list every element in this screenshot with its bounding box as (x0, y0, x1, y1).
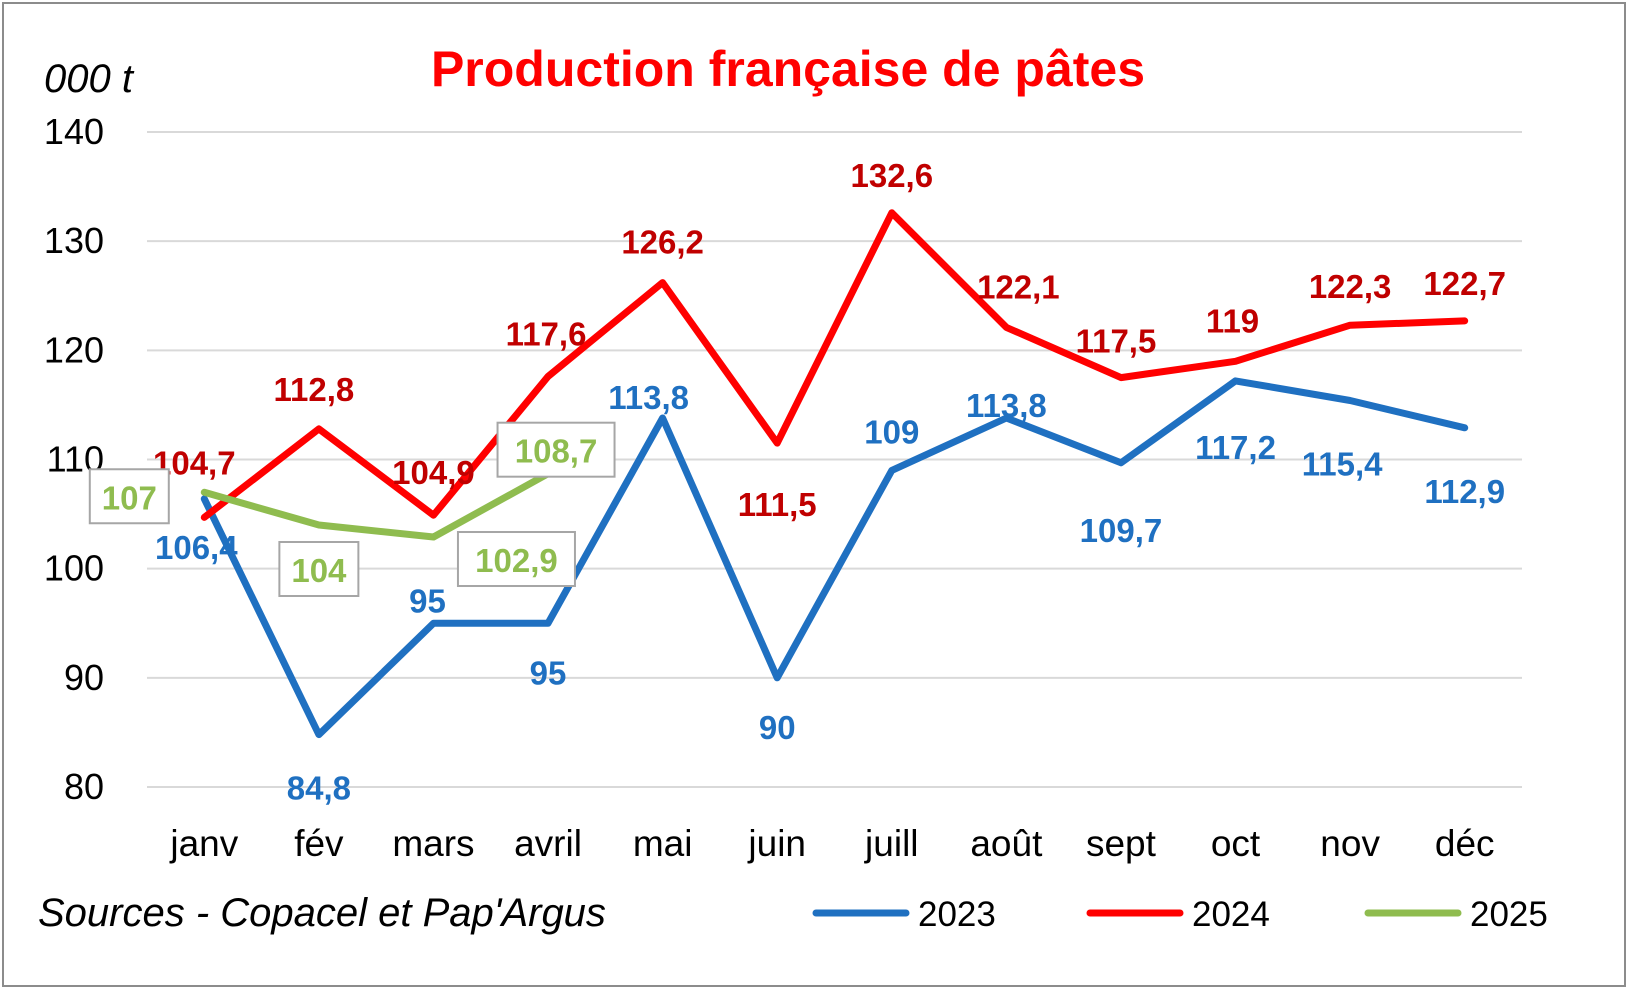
data-label-2023: 106,4 (155, 529, 238, 566)
legend: 2023 2024 2025 (812, 895, 1548, 934)
data-label-2023: 95 (409, 582, 446, 619)
x-axis-ticks: janv fév mars avril mai juin juill août sept oct n… (169, 823, 1494, 864)
x-tick-label: juill (864, 823, 918, 864)
data-label-2024: 122,3 (1309, 268, 1392, 305)
x-tick-label: oct (1211, 823, 1261, 864)
data-label-2024: 112,8 (273, 371, 354, 408)
data-label-2025: 102,9 (475, 542, 558, 579)
data-label-2023: 90 (759, 709, 796, 746)
y-tick-label: 130 (44, 220, 104, 261)
legend-label: 2023 (918, 895, 996, 934)
data-label-2024: 119 (1206, 302, 1259, 339)
data-label-2024: 111,5 (738, 486, 817, 523)
data-label-2023: 117,2 (1195, 429, 1276, 466)
y-tick-label: 90 (64, 657, 104, 698)
data-label-2023: 113,8 (608, 379, 689, 416)
data-label-2024: 132,6 (850, 157, 933, 194)
x-tick-label: mars (392, 823, 474, 864)
legend-label: 2025 (1470, 895, 1548, 934)
data-label-2024: 117,5 (1076, 323, 1157, 360)
data-label-2023: 109,7 (1080, 512, 1163, 549)
data-label-2025: 107 (102, 479, 157, 516)
series-line-2023 (200, 377, 1469, 739)
y-tick-label: 100 (44, 548, 104, 589)
data-label-2025: 108,7 (515, 433, 598, 470)
chart-title: Production française de pâtes (431, 41, 1145, 97)
data-label-2023: 95 (530, 654, 567, 691)
y-tick-label: 80 (64, 766, 104, 807)
x-tick-label: déc (1435, 823, 1495, 864)
x-tick-label: août (970, 823, 1043, 864)
source-note: Sources - Copacel et Pap'Argus (38, 891, 606, 935)
data-label-2023: 84,8 (287, 770, 351, 807)
y-axis-unit-label: 000 t (44, 57, 135, 101)
data-label-box (88, 468, 170, 525)
series-line-2025 (200, 470, 552, 541)
data-label-2025: 104 (291, 552, 347, 589)
x-tick-label: janv (169, 823, 238, 864)
legend-label: 2024 (1192, 895, 1270, 934)
data-label-2023: 109 (864, 413, 919, 450)
data-label-box (456, 531, 576, 588)
data-label-box (278, 541, 360, 597)
data-label-2023: 112,9 (1424, 473, 1505, 510)
data-label-2023: 113,8 (966, 387, 1047, 424)
data-label-2024: 122,1 (977, 268, 1060, 305)
series-lines (200, 209, 1469, 739)
series-line-2024 (200, 209, 1469, 521)
chart-svg: Production française de pâtes 000 t 80 90… (38, 41, 1548, 935)
x-tick-label: nov (1320, 823, 1380, 864)
data-label-box (496, 421, 616, 478)
x-tick-label: avril (514, 823, 582, 864)
y-tick-label: 120 (44, 329, 104, 370)
data-labels: 106,4 84,8 95 95 113,8 90 109 113,8 109,7 117,2 11… (88, 157, 1506, 807)
data-label-2023: 115,4 (1302, 446, 1383, 483)
x-tick-label: mai (633, 823, 693, 864)
x-tick-label: fév (294, 823, 344, 864)
data-label-2024: 126,2 (621, 224, 704, 261)
x-tick-label: sept (1086, 823, 1157, 864)
y-tick-label: 140 (44, 111, 104, 152)
data-label-2024: 104,9 (392, 454, 475, 491)
data-label-2024: 122,7 (1423, 265, 1506, 302)
x-tick-label: juin (747, 823, 806, 864)
data-label-2024: 117,6 (506, 316, 587, 353)
